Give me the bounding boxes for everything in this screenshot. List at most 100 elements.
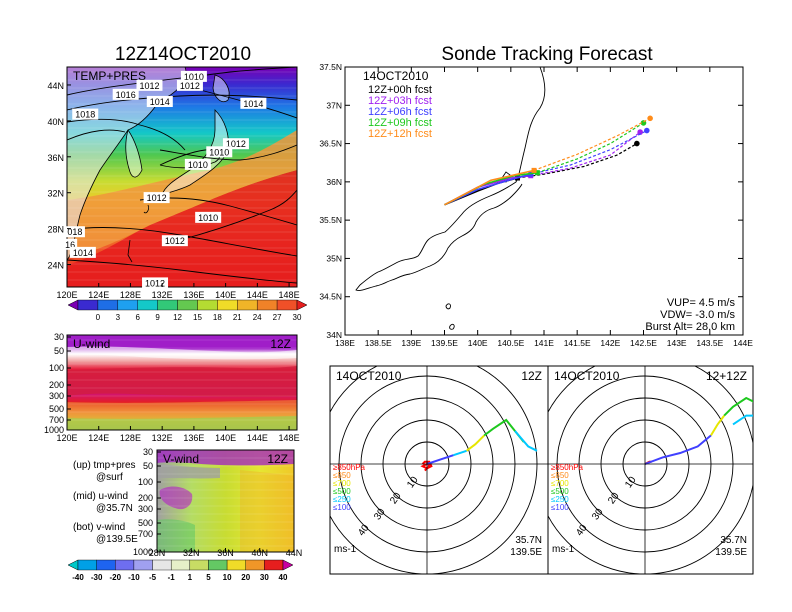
hodograph-location-lat: 35.7N <box>720 535 747 546</box>
track-lon-tick-label: 141.5E <box>564 338 591 348</box>
colorbar-label: 12 <box>173 313 182 322</box>
uwind-pressure-tick-label: 1000 <box>44 425 64 435</box>
wind-colorbar-label: -30 <box>91 573 103 582</box>
track-ascent-line <box>444 173 531 206</box>
isobar-label-box <box>184 158 211 170</box>
vwind-panel-label: V-wind <box>163 452 199 466</box>
uwind-lon-tick-label: 132E <box>152 433 173 443</box>
vwind-pressure-tick-label: 500 <box>138 518 153 528</box>
wind-colorbar-label: -10 <box>128 573 140 582</box>
wind-colorbar-label: -1 <box>168 573 176 582</box>
vwind-pressure-tick-label: 50 <box>143 461 153 471</box>
track-descent-line <box>517 143 638 179</box>
wind-colorbar-cell <box>189 559 209 571</box>
colorbar-label: 18 <box>213 313 222 322</box>
colorbar-label: 27 <box>273 313 282 322</box>
burst-altitude: Burst Alt= 28.0 km <box>645 321 735 333</box>
track-legend-item: 12Z+12h fcst <box>368 128 432 140</box>
hodograph-level-legend: ≤500 <box>333 487 351 496</box>
isobar-label: 1014 <box>73 248 93 258</box>
track-lat-tick-label: 34.5N <box>319 292 342 302</box>
colorbar-label: 30 <box>293 313 302 322</box>
uwind-lon-tick-label: 148E <box>279 433 300 443</box>
wind-colorbar-cell <box>77 559 97 571</box>
vwind-pressure-tick-label: 300 <box>138 504 153 514</box>
surface-lon-tick-label: 128E <box>120 290 141 300</box>
colorbar-label: 24 <box>253 313 262 322</box>
hodograph-time: 12+12Z <box>706 369 747 383</box>
surface-lon-tick-label: 136E <box>183 290 204 300</box>
wind-colorbar-label: 10 <box>223 573 232 582</box>
surface-lon-ticks: 120E 124E 128E 132E 136E 140E 144E 148E <box>56 283 300 300</box>
colorbar-label: 3 <box>116 313 121 322</box>
legend-note-line2: @surf <box>96 472 123 483</box>
colorbar-cell <box>256 299 278 311</box>
uwind-lon-tick-label: 140E <box>215 433 236 443</box>
track-lon-tick-label: 142E <box>600 338 620 348</box>
hodograph-level-legend: ≤700 <box>551 479 569 488</box>
isobar-label-box <box>176 79 203 91</box>
uwind-lon-tick-label: 144E <box>247 433 268 443</box>
track-lon-ticks: 138E 138.5E 139E 139.5E 140E 140.5E 141E 141.5E… <box>335 67 753 348</box>
track-legend-item: 12Z+03h fcst <box>368 95 432 107</box>
isobar-label-box <box>63 238 78 250</box>
isobar-label: 1014 <box>243 99 263 109</box>
wind-colorbar-cell <box>96 559 116 571</box>
legend-note-line2: @139.5E <box>96 534 138 545</box>
hodograph-level-legend: ≤500 <box>551 487 569 496</box>
track-ascent-line <box>444 169 535 206</box>
hodograph-profile-segment <box>723 396 753 417</box>
isobar-label: 1018 <box>75 110 95 120</box>
colorbar-cell <box>217 299 238 311</box>
wind-colorbar-cell <box>152 559 172 571</box>
colorbar-label: 9 <box>155 313 160 322</box>
surface-lon-tick-label: 124E <box>88 290 109 300</box>
track-lat-tick-label: 36.5N <box>319 139 342 149</box>
track-descent-line <box>537 122 644 174</box>
hodograph-date: 14OCT2010 <box>554 369 620 383</box>
surface-lat-tick-label: 32N <box>47 189 64 199</box>
track-lon-tick-label: 140E <box>468 338 488 348</box>
uwind-pressure-tick-label: 30 <box>54 332 64 342</box>
isobar-label: 1012 <box>139 81 159 91</box>
legend-note-line2: @35.7N <box>96 503 133 514</box>
wind-colorbar-label: -20 <box>109 573 121 582</box>
isobar-label: 1012 <box>165 236 185 246</box>
track-legend-item: 12Z+00h fcst <box>368 84 432 96</box>
legend-note-line1: (bot) v-wind <box>73 522 125 533</box>
isobar-label-box <box>240 97 267 109</box>
track-lat-tick-label: 36N <box>326 177 342 187</box>
vwind-lat-tick-label: 40N <box>251 548 268 558</box>
track-landing-marker <box>637 129 643 135</box>
hodograph-profile-segment <box>466 434 485 452</box>
uwind-pressure-tick-label: 700 <box>49 415 64 425</box>
wind-colorbar-cell <box>245 559 265 571</box>
surface-lat-tick-label: 40N <box>47 117 64 127</box>
track-lon-tick-label: 138.5E <box>365 338 392 348</box>
vwind-pressure-tick-label: 30 <box>143 447 153 457</box>
vwind-lat-tick-label: 32N <box>183 548 200 558</box>
hodograph-profile-segment <box>420 460 433 470</box>
track-lon-tick-label: 142.5E <box>630 338 657 348</box>
isobar-label-box <box>142 277 169 289</box>
surface-lat-tick-label: 44N <box>47 81 64 91</box>
isobar-label: 1012 <box>147 193 167 203</box>
legend-note-line1: (up) tmp+pres <box>73 460 136 471</box>
wind-colorbar-label: 20 <box>241 573 250 582</box>
wind-colorbar-cell <box>226 559 246 571</box>
legend-note-line1: (mid) u-wind <box>73 491 128 502</box>
surface-lon-tick-label: 120E <box>56 290 77 300</box>
wind-colorbar-label: 5 <box>206 573 211 582</box>
hodograph-location-lon: 139.5E <box>510 547 542 558</box>
uwind-pressure-tick-label: 500 <box>49 404 64 414</box>
isobar-label: 1014 <box>150 97 170 107</box>
hodograph-level-legend: ≥850hPa <box>333 463 366 472</box>
wind-colorbar-cell <box>264 559 284 571</box>
vwind-pressure-tick-label: 200 <box>138 493 153 503</box>
surface-lat-tick-label: 28N <box>47 225 64 235</box>
surface-lon-tick-label: 140E <box>215 290 236 300</box>
isobar-label: 1010 <box>198 213 218 223</box>
track-burst-marker <box>534 170 540 176</box>
